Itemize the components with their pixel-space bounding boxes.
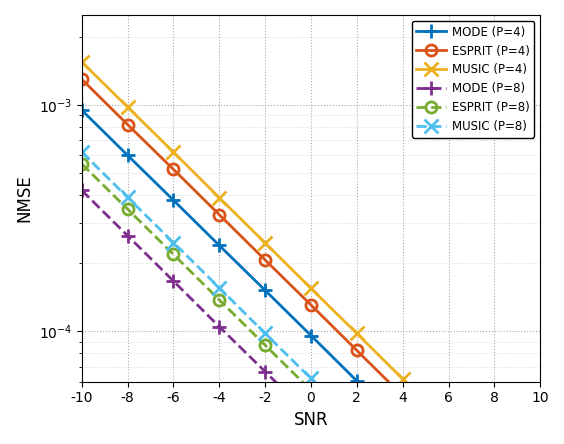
MUSIC (P=4): [216, 195, 223, 200]
Line: ESPRIT (P=8): ESPRIT (P=8): [76, 159, 546, 444]
Line: MUSIC (P=4): MUSIC (P=4): [75, 55, 547, 444]
Y-axis label: NMSE: NMSE: [15, 174, 33, 222]
MODE (P=8): [78, 188, 85, 193]
X-axis label: SNR: SNR: [294, 411, 328, 429]
MUSIC (P=8): [216, 285, 223, 290]
ESPRIT (P=8): [354, 433, 360, 438]
MUSIC (P=4): [445, 421, 452, 427]
ESPRIT (P=4): [170, 167, 177, 172]
ESPRIT (P=4): [216, 212, 223, 218]
MUSIC (P=8): [170, 240, 177, 245]
MODE (P=4): [354, 378, 360, 384]
ESPRIT (P=4): [307, 302, 314, 308]
ESPRIT (P=8): [78, 161, 85, 166]
ESPRIT (P=4): [399, 393, 406, 398]
Line: MUSIC (P=8): MUSIC (P=8): [75, 145, 547, 444]
MODE (P=8): [124, 233, 131, 238]
MODE (P=8): [262, 369, 268, 374]
ESPRIT (P=4): [78, 77, 85, 82]
MODE (P=4): [262, 288, 268, 293]
ESPRIT (P=4): [262, 257, 268, 262]
MUSIC (P=8): [307, 376, 314, 381]
MODE (P=4): [399, 424, 406, 429]
MODE (P=4): [78, 107, 85, 113]
MUSIC (P=4): [170, 150, 177, 155]
Line: MODE (P=4): MODE (P=4): [75, 103, 547, 444]
MODE (P=4): [124, 153, 131, 158]
MUSIC (P=4): [124, 104, 131, 110]
ESPRIT (P=8): [307, 388, 314, 393]
Legend: MODE (P=4), ESPRIT (P=4), MUSIC (P=4), MODE (P=8), ESPRIT (P=8), MUSIC (P=8): MODE (P=4), ESPRIT (P=4), MUSIC (P=4), M…: [412, 21, 534, 138]
ESPRIT (P=4): [445, 438, 452, 444]
MUSIC (P=8): [262, 331, 268, 336]
MUSIC (P=8): [124, 195, 131, 200]
MUSIC (P=4): [262, 240, 268, 246]
MODE (P=4): [216, 243, 223, 248]
MODE (P=4): [307, 333, 314, 338]
ESPRIT (P=4): [124, 122, 131, 127]
ESPRIT (P=8): [216, 297, 223, 302]
MODE (P=8): [307, 414, 314, 420]
MODE (P=8): [170, 278, 177, 284]
MUSIC (P=4): [354, 331, 360, 336]
ESPRIT (P=4): [354, 348, 360, 353]
MUSIC (P=4): [78, 59, 85, 65]
MUSIC (P=8): [78, 150, 85, 155]
Line: ESPRIT (P=4): ESPRIT (P=4): [76, 74, 546, 444]
ESPRIT (P=8): [262, 342, 268, 348]
ESPRIT (P=8): [170, 252, 177, 257]
MUSIC (P=4): [307, 286, 314, 291]
MUSIC (P=4): [399, 376, 406, 381]
Line: MODE (P=8): MODE (P=8): [75, 183, 547, 444]
MODE (P=4): [170, 198, 177, 203]
ESPRIT (P=8): [124, 206, 131, 212]
MODE (P=8): [216, 324, 223, 329]
MUSIC (P=8): [354, 421, 360, 427]
